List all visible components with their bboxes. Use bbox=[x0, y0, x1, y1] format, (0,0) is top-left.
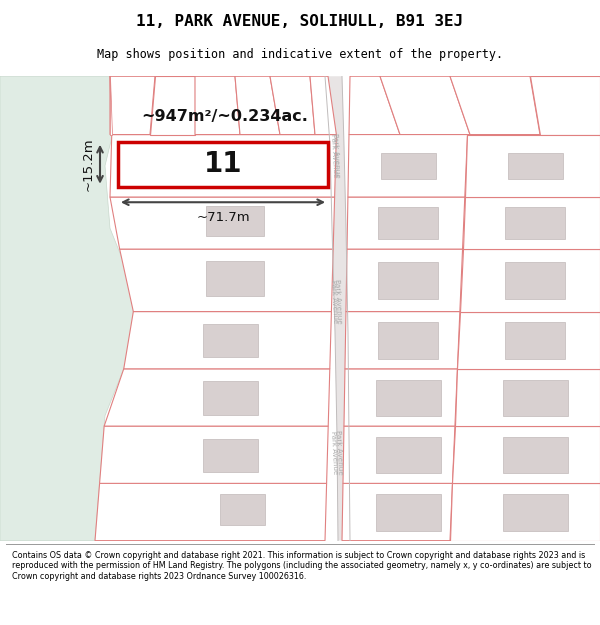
Polygon shape bbox=[503, 437, 568, 474]
Text: Park Avenue: Park Avenue bbox=[332, 133, 340, 178]
Polygon shape bbox=[285, 82, 328, 176]
Text: ~947m²/~0.234ac.: ~947m²/~0.234ac. bbox=[142, 109, 308, 124]
Polygon shape bbox=[206, 261, 264, 296]
Polygon shape bbox=[175, 76, 295, 176]
Polygon shape bbox=[376, 380, 440, 416]
Polygon shape bbox=[346, 249, 463, 311]
Polygon shape bbox=[378, 322, 438, 359]
Polygon shape bbox=[310, 76, 337, 134]
Polygon shape bbox=[110, 76, 112, 134]
Polygon shape bbox=[110, 197, 335, 249]
Polygon shape bbox=[203, 324, 257, 357]
Polygon shape bbox=[457, 311, 600, 369]
Polygon shape bbox=[195, 76, 240, 134]
Polygon shape bbox=[342, 483, 452, 541]
Polygon shape bbox=[505, 208, 565, 239]
Polygon shape bbox=[378, 208, 438, 239]
Polygon shape bbox=[119, 249, 333, 311]
Polygon shape bbox=[150, 76, 195, 134]
Text: 11: 11 bbox=[204, 150, 242, 178]
Text: Park Avenue: Park Avenue bbox=[330, 431, 338, 474]
Polygon shape bbox=[344, 369, 457, 426]
Polygon shape bbox=[345, 311, 460, 369]
Text: Park Avenue: Park Avenue bbox=[330, 279, 338, 323]
Polygon shape bbox=[505, 322, 565, 359]
Text: ~71.7m: ~71.7m bbox=[196, 211, 250, 224]
Polygon shape bbox=[104, 369, 330, 426]
Polygon shape bbox=[206, 206, 264, 236]
Polygon shape bbox=[460, 249, 600, 311]
Text: 11, PARK AVENUE, SOLIHULL, B91 3EJ: 11, PARK AVENUE, SOLIHULL, B91 3EJ bbox=[136, 14, 464, 29]
Polygon shape bbox=[380, 152, 436, 179]
Polygon shape bbox=[505, 262, 565, 299]
Polygon shape bbox=[100, 426, 328, 483]
Polygon shape bbox=[110, 134, 337, 197]
Polygon shape bbox=[380, 76, 470, 134]
Text: Contains OS data © Crown copyright and database right 2021. This information is : Contains OS data © Crown copyright and d… bbox=[12, 551, 592, 581]
Polygon shape bbox=[325, 76, 350, 541]
Polygon shape bbox=[343, 426, 455, 483]
Text: Park Avenue: Park Avenue bbox=[334, 279, 342, 324]
Polygon shape bbox=[378, 262, 438, 299]
Polygon shape bbox=[118, 142, 328, 187]
Polygon shape bbox=[124, 311, 331, 369]
Polygon shape bbox=[503, 380, 568, 416]
Polygon shape bbox=[349, 76, 400, 134]
Polygon shape bbox=[465, 134, 600, 197]
Polygon shape bbox=[110, 76, 250, 176]
Polygon shape bbox=[463, 197, 600, 249]
Polygon shape bbox=[110, 76, 180, 176]
Polygon shape bbox=[203, 381, 257, 414]
Polygon shape bbox=[508, 152, 563, 179]
Polygon shape bbox=[347, 197, 465, 249]
Text: ~15.2m: ~15.2m bbox=[82, 138, 95, 191]
Polygon shape bbox=[0, 76, 135, 541]
Polygon shape bbox=[455, 369, 600, 426]
Polygon shape bbox=[95, 483, 326, 541]
Text: Park Avenue: Park Avenue bbox=[335, 429, 343, 474]
Polygon shape bbox=[450, 76, 540, 134]
Polygon shape bbox=[235, 76, 280, 134]
Polygon shape bbox=[203, 439, 257, 472]
Polygon shape bbox=[503, 494, 568, 531]
Polygon shape bbox=[348, 134, 467, 197]
Polygon shape bbox=[530, 76, 600, 134]
Polygon shape bbox=[452, 426, 600, 483]
Text: Park Avenue: Park Avenue bbox=[330, 134, 338, 177]
Polygon shape bbox=[376, 494, 440, 531]
Polygon shape bbox=[155, 145, 185, 171]
Polygon shape bbox=[220, 494, 265, 525]
Polygon shape bbox=[376, 437, 440, 474]
Polygon shape bbox=[270, 76, 315, 134]
Text: Map shows position and indicative extent of the property.: Map shows position and indicative extent… bbox=[97, 48, 503, 61]
Polygon shape bbox=[450, 483, 600, 541]
Polygon shape bbox=[235, 76, 325, 176]
Polygon shape bbox=[110, 76, 155, 134]
